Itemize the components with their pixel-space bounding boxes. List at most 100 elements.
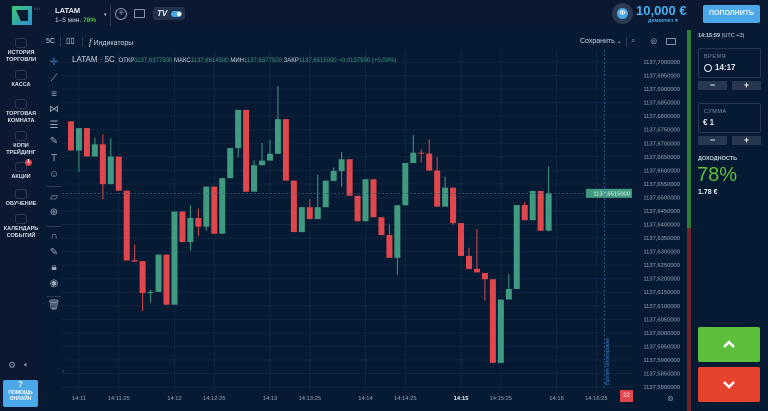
help-online-button[interactable]: ? ПОМОЩЬ ОНЛАЙН: [3, 380, 38, 407]
price-tick-label: 1137,6750000: [643, 128, 680, 134]
settings-icon[interactable]: ⊚: [650, 36, 658, 46]
sentiment-bar-up: [687, 30, 691, 228]
logo[interactable]: [12, 6, 32, 25]
legend-high: 1137,6614500: [190, 58, 229, 64]
candle-down: [139, 261, 146, 294]
currency-icon: Ф: [617, 8, 628, 19]
candle-up: [227, 148, 234, 179]
price-tick-label: 1137,6100000: [643, 304, 680, 310]
sidebar-item-label: ТРЕЙДИНГ: [6, 150, 36, 156]
sidebar-item-calendar[interactable]: КАЛЕНДАРЬ СОБЫТИЙ: [0, 214, 42, 240]
chevron-down-icon: ⌄: [616, 39, 622, 45]
logo-region-badge: RU: [34, 6, 40, 11]
wallet-icon: [15, 70, 27, 80]
sound-icon[interactable]: 🔈︎: [24, 360, 29, 369]
price-tick-label: 1137,6450000: [643, 209, 680, 215]
amount-plus-button[interactable]: +: [732, 136, 761, 145]
time-label: ВРЕМЯ: [704, 54, 727, 60]
candle-up: [314, 207, 321, 220]
quick-search-icon[interactable]: ⌕: [631, 36, 636, 45]
fib-icon[interactable]: ☰: [49, 120, 59, 131]
legend-change: +0,0137500 (+0,00%): [338, 58, 397, 64]
legend-low: 1137,6377500: [243, 58, 282, 64]
add-asset-button[interactable]: +: [115, 8, 127, 20]
trend-line-icon[interactable]: ⟋: [50, 73, 58, 84]
scroll-left-button[interactable]: ‹: [62, 368, 65, 375]
amount-minus-button[interactable]: −: [698, 136, 727, 145]
crosshair-icon[interactable]: ✛: [49, 57, 59, 68]
account-icon[interactable]: Ф: [612, 3, 633, 24]
call-up-button[interactable]: [698, 327, 760, 362]
pattern-icon[interactable]: ⋈: [49, 104, 59, 115]
chart-type-button[interactable]: ▯▯: [66, 36, 75, 45]
trash-icon[interactable]: 🗑︎: [47, 300, 61, 311]
sidebar-item-tr[interactable]: ТОРГОВАЯ КОМНАТА: [0, 99, 42, 125]
tradingview-toggle[interactable]: TV: [153, 7, 185, 20]
amount-field[interactable]: СУММА € 1: [698, 103, 761, 133]
save-dropdown[interactable]: Сохранить ⌄: [580, 38, 622, 45]
sidebar-item-clock[interactable]: ИСТОРИЯ ТОРГОВЛИ: [0, 38, 42, 64]
candle-up: [322, 180, 329, 208]
account-type-selector[interactable]: демосчет ▾: [648, 18, 678, 24]
legend-open: 1137,6377500: [134, 58, 173, 64]
magnet-icon[interactable]: ∩: [50, 231, 58, 242]
axis-settings-icon[interactable]: ⊚: [667, 394, 674, 403]
top-bar: RU LATAM 1–5 мин. 78% ▾ + TV Ф 10,000 € …: [0, 0, 768, 30]
put-down-button[interactable]: [698, 367, 760, 402]
brush-icon[interactable]: ✎: [49, 136, 59, 147]
emoji-icon[interactable]: ☺: [48, 169, 60, 180]
time-tick-label: 14:14:25: [394, 396, 417, 402]
layout-button[interactable]: [134, 9, 145, 18]
price-tick-label: 1137,5800000: [643, 385, 680, 391]
time-tick-label: 14:11:25: [108, 396, 130, 402]
balance[interactable]: 10,000 €: [636, 3, 687, 18]
candle-down: [282, 119, 289, 181]
text-icon[interactable]: T: [50, 153, 58, 164]
sidebar-item-wallet[interactable]: КАССА: [0, 70, 42, 89]
ruler-icon[interactable]: ▱: [50, 192, 58, 203]
eye-icon[interactable]: ◉: [49, 278, 59, 289]
indicators-button[interactable]: f Индикаторы: [89, 37, 133, 47]
sidebar-item-graduation[interactable]: ОБУЧЕНИЕ: [0, 189, 42, 208]
sidebar-item-promo[interactable]: АКЦИИ 1: [0, 159, 42, 181]
price-tick-label: 1137,6650000: [643, 155, 680, 161]
horizontal-lines-icon[interactable]: ≡: [51, 89, 57, 100]
toggle-switch[interactable]: [171, 11, 182, 17]
price-tick-label: 1137,6950000: [643, 74, 680, 80]
sentiment-bar-down: [687, 228, 691, 411]
candle-down: [370, 179, 377, 218]
lock-drawing-icon[interactable]: ✎: [49, 247, 59, 258]
candle-down: [115, 156, 122, 191]
deposit-button[interactable]: ПОПОЛНИТЬ: [703, 5, 760, 23]
screenshot-camera-icon[interactable]: [666, 38, 676, 45]
interval-selector[interactable]: 5С: [46, 38, 55, 45]
tradingview-icon: TV: [157, 9, 168, 18]
price-tick-label: 1137,5950000: [643, 344, 680, 350]
candle-down: [458, 223, 465, 256]
candle-up: [442, 187, 449, 207]
candle-down: [466, 255, 472, 269]
expiry-time-field[interactable]: ВРЕМЯ 14:17: [698, 48, 761, 78]
time-plus-button[interactable]: +: [732, 81, 761, 90]
asset-payout: 78%: [82, 17, 96, 24]
candle-up: [362, 179, 369, 222]
time-minus-button[interactable]: −: [698, 81, 727, 90]
lock-time-label: Время блокировки: [605, 337, 612, 385]
settings-icon[interactable]: ⚙: [8, 360, 17, 370]
clock-icon: [704, 64, 712, 72]
candle-down: [418, 152, 425, 154]
time-tick-label: 14:12:25: [203, 396, 226, 402]
candle-down: [211, 186, 218, 234]
asset-selector[interactable]: LATAM 1–5 мин. 78% ▾: [55, 4, 109, 26]
chart-overlay: 1137,6515000: [62, 50, 632, 390]
lock-icon[interactable]: 🔒︎: [51, 262, 57, 273]
clock-icon: [15, 38, 27, 48]
price-tick-label: 1137,6700000: [643, 141, 680, 147]
candle-down: [386, 235, 393, 258]
sidebar-item-copy[interactable]: КОПИ ТРЕЙДИНГ: [0, 131, 42, 157]
time-axis: 14:11 14:11:25 14:12 14:12:25 14:13 14:13:25 1…: [72, 396, 608, 402]
candle-up: [513, 205, 520, 289]
zoom-in-icon[interactable]: ⊕: [49, 207, 59, 218]
timezone: (UTC +3): [721, 33, 745, 39]
